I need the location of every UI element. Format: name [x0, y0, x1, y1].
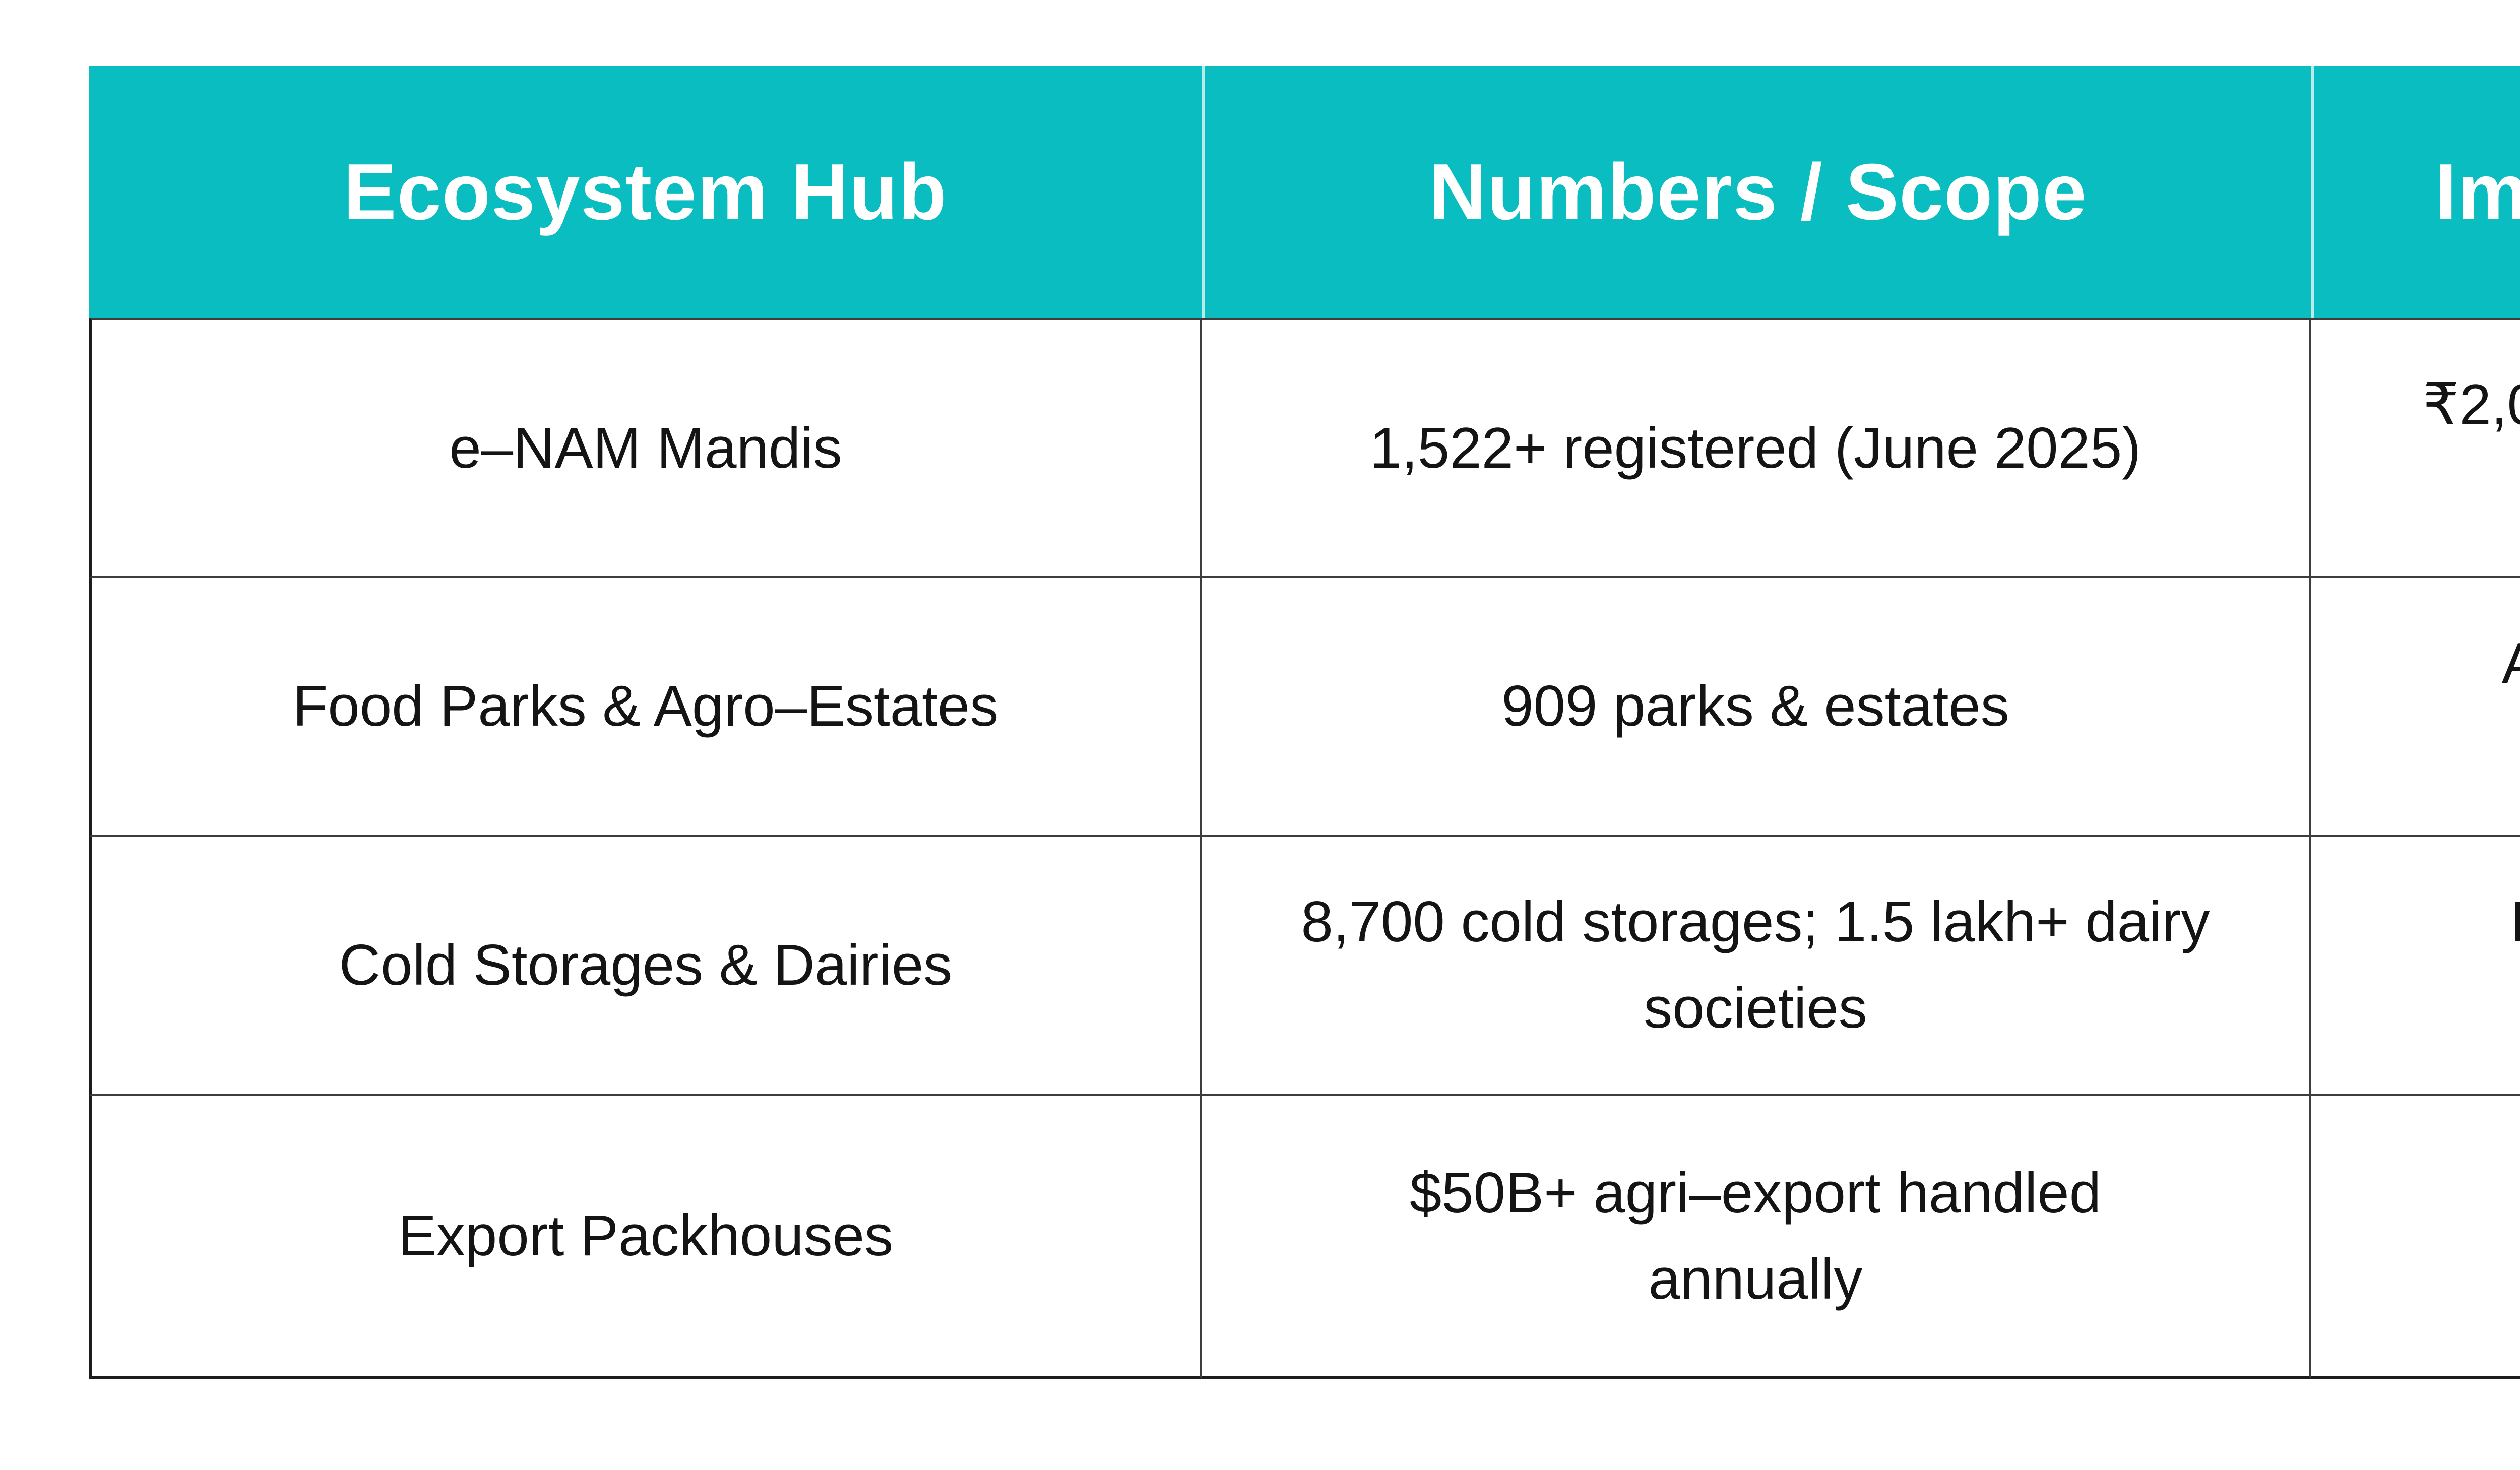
- header-cell-ecosystem-hub: Ecosystem Hub: [89, 66, 1202, 318]
- header-cell-impact-ev-charging: Impact of EV Charging: [2311, 66, 2520, 318]
- cell-cold-storages-hub: Cold Storages & Dairies: [89, 837, 1202, 1096]
- ecosystem-ev-charging-table: Ecosystem Hub Numbers / Scope Impact of …: [89, 66, 2520, 1379]
- cell-cold-storages-impact: Efficient, clean reefer trucks & milk va…: [2311, 837, 2520, 1096]
- cell-food-parks-scope: 909 parks & estates: [1202, 578, 2311, 837]
- cell-food-parks-impact: Anchor charging for tractors, logistics …: [2311, 578, 2520, 837]
- cell-export-packhouses-hub: Export Packhouses: [89, 1096, 1202, 1379]
- cell-food-parks-hub: Food Parks & Agro–Estates: [89, 578, 1202, 837]
- cell-enam-mandis-hub: e–NAM Mandis: [89, 318, 1202, 578]
- cell-cold-storages-scope: 8,700 cold storages; 1.5 lakh+ dairy soc…: [1202, 837, 2311, 1096]
- cell-enam-mandis-impact: ₹2,000–3,000 saved/month/farmer on short…: [2311, 318, 2520, 578]
- header-cell-numbers-scope: Numbers / Scope: [1202, 66, 2311, 318]
- cell-export-packhouses-impact: Green logistics via on–site EV chargers: [2311, 1096, 2520, 1379]
- cell-enam-mandis-scope: 1,522+ registered (June 2025): [1202, 318, 2311, 578]
- cell-export-packhouses-scope: $50B+ agri–export handled annually: [1202, 1096, 2311, 1379]
